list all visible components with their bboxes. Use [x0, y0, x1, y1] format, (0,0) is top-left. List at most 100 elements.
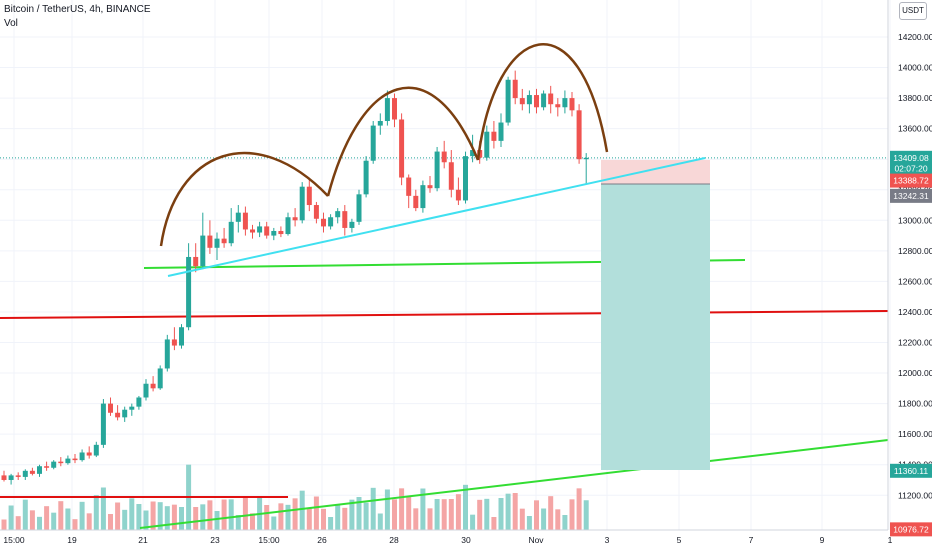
volume-bar [100, 487, 106, 530]
time-tick-label: 30 [461, 535, 471, 545]
time-axis[interactable]: 15:00 19 21 23 15:00 26 28 30 Nov 3 5 7 9 1 [0, 529, 893, 545]
candle-body [257, 226, 263, 233]
price-tick-label: 12400.00 [898, 307, 932, 317]
candle-body [143, 383, 149, 398]
take-profit-zone[interactable] [601, 184, 710, 470]
volume-bar [157, 502, 163, 530]
volume-bar [271, 516, 277, 530]
trend-line-green[interactable] [139, 439, 889, 529]
candle-body [534, 95, 539, 108]
currency-button[interactable]: USDT [899, 2, 927, 20]
volume-bar [519, 508, 525, 530]
candle-body [427, 185, 433, 189]
volume-bar [221, 499, 227, 530]
volume-bar [150, 501, 156, 530]
volume-bar [342, 507, 348, 530]
candle-body [463, 156, 468, 201]
candle-body [583, 157, 589, 160]
volume-bar [15, 516, 21, 530]
candle-body [562, 98, 568, 108]
volume-bar [285, 504, 291, 530]
neckline[interactable] [167, 157, 706, 277]
resistance-line-red[interactable] [0, 310, 889, 319]
candle-body [519, 98, 525, 105]
stop-loss-zone[interactable] [601, 160, 710, 184]
volume-bar [122, 509, 128, 530]
price-label-text: 13409.08 [893, 153, 929, 163]
volume-bar [505, 493, 511, 530]
candle-body [86, 452, 92, 456]
candle-body [498, 122, 504, 141]
volume-bar [1, 519, 7, 530]
volume-bar [72, 519, 78, 530]
candle-body [441, 151, 447, 163]
chart-legend: Bitcoin / TetherUS, 4h, BINANCE Vol [4, 3, 151, 31]
volume-bar [29, 510, 35, 530]
candle-body [8, 475, 14, 480]
time-tick-label: 5 [677, 535, 682, 545]
candle-body [136, 397, 142, 407]
pattern-drawings[interactable] [159, 43, 706, 277]
candle-body [384, 98, 390, 122]
volume-bar [214, 511, 220, 530]
candle-body [100, 403, 106, 445]
candle-body [242, 212, 248, 230]
head-curve[interactable] [326, 86, 480, 197]
candle-body [108, 403, 113, 413]
left-shoulder-curve[interactable] [159, 151, 329, 247]
time-tick-label: 9 [820, 535, 825, 545]
time-tick-label: 19 [67, 535, 77, 545]
volume-bar [420, 488, 426, 530]
volume-bar [427, 508, 433, 530]
price-tick-label: 12600.00 [898, 276, 932, 286]
volume-bar [306, 508, 312, 530]
candle-body [129, 406, 135, 410]
candle-body [235, 212, 241, 222]
candle-body [207, 235, 213, 248]
candle-body [413, 195, 419, 209]
price-tick-label: 12200.00 [898, 338, 932, 348]
candle-body [200, 235, 206, 267]
volume-bar [413, 508, 419, 530]
volume-bar [171, 504, 177, 530]
volume-bar [484, 498, 490, 530]
volume-bar [455, 494, 461, 530]
candle-body [363, 160, 369, 195]
price-label-text: 13388.72 [893, 176, 929, 186]
volume-bar [356, 497, 362, 530]
candle-body [164, 339, 170, 369]
candle-body [29, 470, 35, 474]
candle-body [555, 104, 561, 108]
volume-bar [22, 499, 28, 530]
volume-bar [328, 517, 334, 530]
volume-bar [370, 487, 376, 530]
price-label-box [890, 188, 932, 203]
right-shoulder-curve[interactable] [476, 43, 609, 161]
volume-bar [562, 515, 568, 530]
price-label-box [890, 161, 932, 176]
candle-body [335, 211, 341, 218]
candle-body [484, 131, 490, 158]
price-tick-label: 13800.00 [898, 93, 932, 103]
candle-body [79, 452, 85, 461]
short-position-tool[interactable] [601, 160, 710, 470]
candle-body [576, 110, 582, 160]
candle-body [51, 461, 57, 468]
price-tick-label: 13600.00 [898, 124, 932, 134]
candle-body [299, 186, 305, 221]
volume-bar [377, 513, 383, 530]
candle-body [157, 368, 163, 389]
price-tick-label: 11800.00 [898, 399, 932, 409]
volume-bar [470, 514, 476, 530]
price-label-box [890, 522, 932, 537]
volume-bar [200, 504, 206, 530]
price-tick-label: 12800.00 [898, 246, 932, 256]
time-tick-label: 7 [749, 535, 754, 545]
price-axis[interactable]: 11200.0011400.0011600.0011800.0012000.00… [887, 0, 932, 537]
candle-body [569, 98, 575, 111]
volume-bar [335, 504, 341, 530]
candle-body [470, 150, 476, 157]
volume-bar [136, 504, 142, 530]
volume-bar [399, 488, 405, 530]
